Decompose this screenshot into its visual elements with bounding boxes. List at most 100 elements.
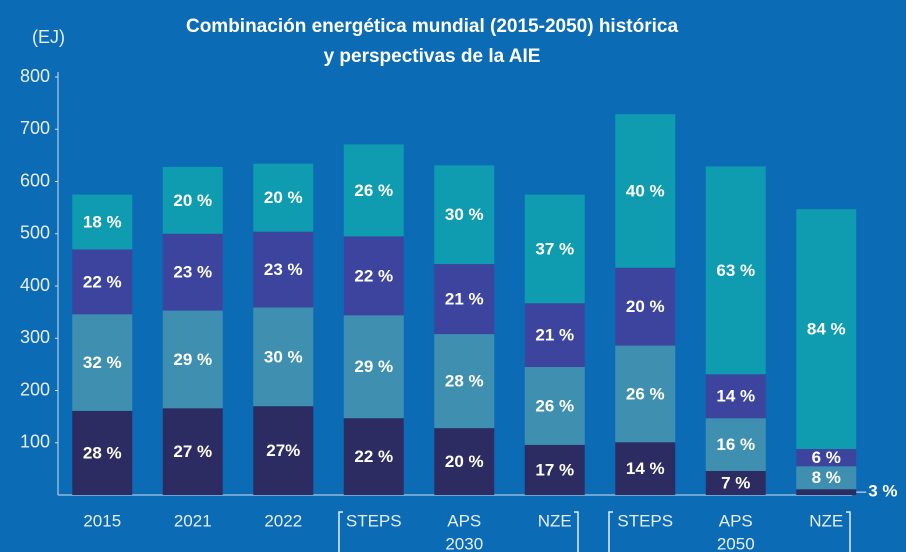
- segment-label: 14 %: [716, 387, 755, 406]
- x-tick-label: 2022: [264, 511, 302, 530]
- bar-segment: [705, 470, 766, 495]
- bar-segment: [615, 442, 676, 495]
- bar-segment: [524, 303, 585, 367]
- x-tick-label: NZE: [538, 511, 572, 530]
- bar-segment: [162, 408, 223, 495]
- bar-segment: [253, 307, 314, 407]
- x-tick-label: STEPS: [617, 511, 673, 530]
- segment-label: 40 %: [626, 181, 665, 200]
- bar-segment: [705, 166, 766, 375]
- segment-label: 22 %: [354, 266, 393, 285]
- segment-label: 17 %: [535, 460, 574, 479]
- segment-label: 23 %: [173, 263, 212, 282]
- y-tick-label: 800: [20, 66, 50, 86]
- x-tick-label: 2015: [83, 511, 121, 530]
- bar-segment: [72, 410, 133, 495]
- bar-segment: [72, 249, 133, 315]
- segment-label: 3 %: [868, 482, 897, 501]
- bar-segment: [796, 209, 857, 450]
- bar-segment: [434, 165, 495, 265]
- segment-label: 22 %: [83, 272, 122, 291]
- group-brackets: [338, 511, 851, 552]
- segment-label: 29 %: [354, 357, 393, 376]
- bar-segment: [162, 233, 223, 311]
- segment-label: 27 %: [173, 442, 212, 461]
- group-label: 2030: [445, 534, 483, 552]
- segment-label: 20 %: [626, 297, 665, 316]
- x-tick-label: 2021: [174, 511, 212, 530]
- segment-label: 26 %: [626, 384, 665, 403]
- bar-segment: [615, 267, 676, 346]
- segment-label: 30 %: [445, 205, 484, 224]
- x-tick-label: NZE: [809, 511, 843, 530]
- bar-segment: [434, 264, 495, 335]
- bar-segment: [343, 144, 404, 237]
- segment-label: 63 %: [716, 261, 755, 280]
- segment-label: 20 %: [173, 191, 212, 210]
- bar-segment: [434, 428, 495, 495]
- x-tick-label: APS: [719, 511, 753, 530]
- y-tick-label: 200: [20, 379, 50, 399]
- bar-segment: [524, 444, 585, 495]
- bar-segment: [343, 315, 404, 419]
- segment-label: 18 %: [83, 212, 122, 231]
- bar-segment: [72, 194, 133, 250]
- bar-segment: [253, 163, 314, 232]
- bar-segment: [343, 236, 404, 316]
- bar-segment: [796, 449, 857, 467]
- x-tick-label: APS: [447, 511, 481, 530]
- segment-label: 16 %: [716, 435, 755, 454]
- y-tick-label: 400: [20, 275, 50, 295]
- bar-segment: [705, 374, 766, 419]
- segment-label: 26 %: [354, 181, 393, 200]
- segment-label: 22 %: [354, 447, 393, 466]
- chart-title: Combinación energética mundial (2015-205…: [186, 16, 678, 37]
- segment-label: 26 %: [535, 396, 574, 415]
- segment-label: 29 %: [173, 350, 212, 369]
- segment-label: 14 %: [626, 459, 665, 478]
- segment-label: 84 %: [807, 320, 846, 339]
- segment-label: 6 %: [812, 448, 841, 467]
- x-tick-label: STEPS: [346, 511, 402, 530]
- bar-segment: [253, 231, 314, 308]
- segment-label: 23 %: [264, 260, 303, 279]
- bracket: [608, 511, 613, 552]
- bar-segment: [615, 114, 676, 268]
- bar-segment: [343, 418, 404, 495]
- bar-segment: [253, 406, 314, 495]
- bar-segment: [796, 466, 857, 490]
- y-tick-label: 700: [20, 118, 50, 138]
- segment-label: 27%: [266, 441, 300, 460]
- segment-label: 20 %: [445, 452, 484, 471]
- segment-label: 21 %: [535, 326, 574, 345]
- segment-label: 21 %: [445, 290, 484, 309]
- bracket: [338, 511, 343, 552]
- bracket: [574, 511, 579, 552]
- segment-label: 28 %: [83, 443, 122, 462]
- segment-label: 32 %: [83, 353, 122, 372]
- y-axis-label: (EJ): [32, 27, 65, 47]
- segment-label: 20 %: [264, 188, 303, 207]
- bar-segment: [524, 194, 585, 304]
- bar-segment: [796, 489, 857, 495]
- segment-label: 28 %: [445, 372, 484, 391]
- y-tick-label: 300: [20, 327, 50, 347]
- bar-segment: [162, 310, 223, 409]
- bracket: [846, 511, 851, 552]
- bar-segment: [705, 418, 766, 471]
- y-tick-label: 500: [20, 223, 50, 243]
- y-tick-label: 100: [20, 432, 50, 452]
- chart-title: y perspectivas de la AIE: [324, 46, 541, 67]
- segment-label: 8 %: [812, 468, 841, 487]
- bar-segment: [162, 166, 223, 234]
- y-tick-label: 600: [20, 170, 50, 190]
- segment-label: 30 %: [264, 347, 303, 366]
- bar-segment: [434, 334, 495, 429]
- bar-segment: [72, 314, 133, 411]
- bar-segment: [524, 366, 585, 445]
- group-label: 2050: [717, 534, 755, 552]
- segment-label: 37 %: [535, 239, 574, 258]
- bar-segment: [615, 345, 676, 443]
- segment-label: 7 %: [721, 473, 750, 492]
